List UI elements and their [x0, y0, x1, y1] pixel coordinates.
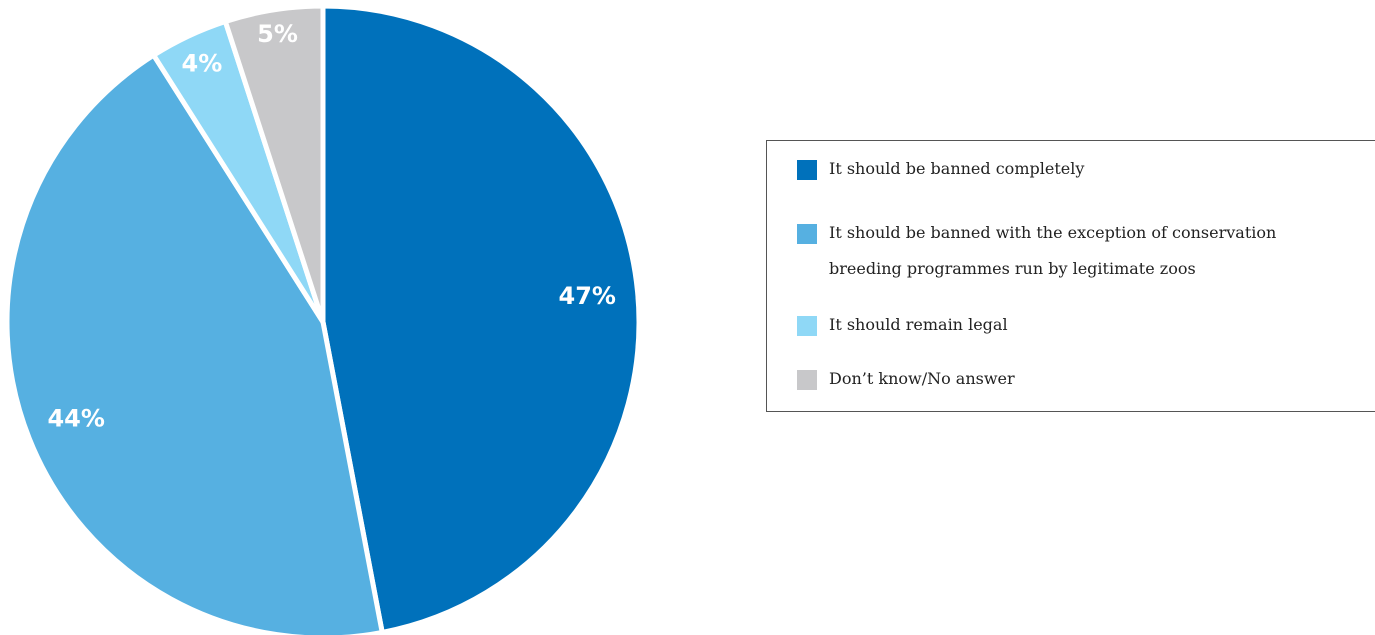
legend-item-dont-know: Don’t know/No answer [797, 369, 1349, 397]
legend-swatch-remain-legal [797, 316, 817, 336]
legend-label-dont-know: Don’t know/No answer [829, 369, 1015, 388]
slice-label-remain-legal: 4% [182, 50, 223, 78]
slice-dont-know [222, 3, 326, 325]
legend-label-remain-legal: It should remain legal [829, 315, 1008, 334]
legend-item-remain-legal: It should remain legal [797, 315, 1349, 343]
slice-label-banned-completely: 47% [559, 282, 616, 310]
slice-label-dont-know: 5% [257, 20, 298, 48]
legend-swatch-banned-completely [797, 160, 817, 180]
legend-item-banned-completely: It should be banned completely [797, 159, 1349, 187]
slice-banned-with-exception [4, 52, 385, 635]
slice-label-banned-with-exception: 44% [47, 405, 104, 433]
legend-swatch-dont-know [797, 370, 817, 390]
legend-label-banned-completely: It should be banned completely [829, 159, 1085, 178]
slice-banned-completely [320, 3, 642, 635]
legend: It should be banned completely It should… [766, 140, 1375, 412]
legend-label-banned-with-exception: It should be banned with the exception o… [829, 223, 1277, 278]
legend-item-banned-with-exception: It should be banned with the exception o… [797, 223, 1349, 287]
pie-chart: 47% 44% 4% 5% [4, 3, 642, 635]
legend-swatch-banned-with-exception [797, 224, 817, 244]
